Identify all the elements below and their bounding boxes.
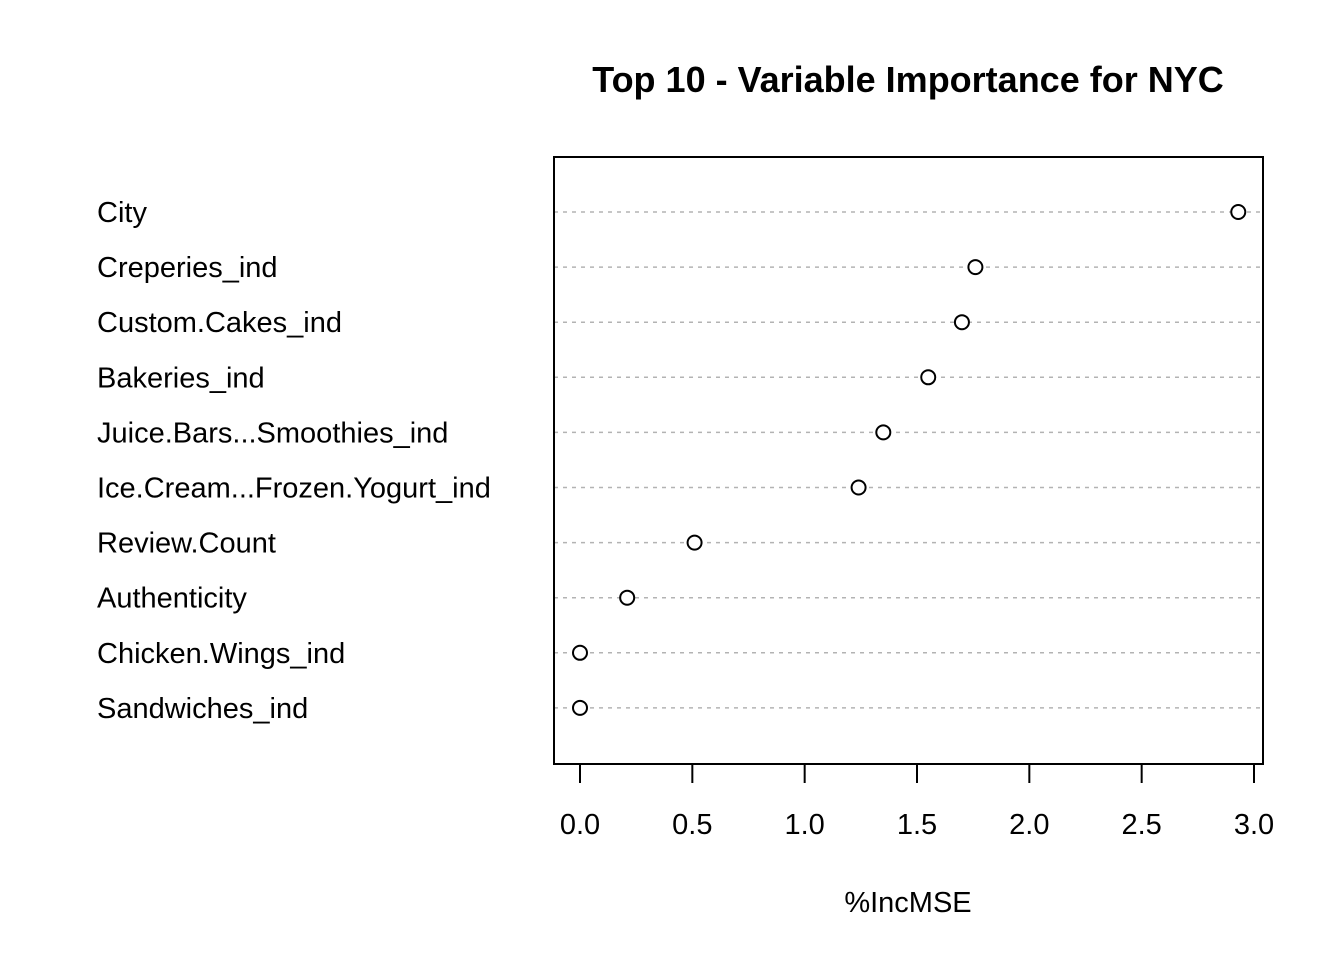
x-tick-label: 1.5	[897, 809, 937, 841]
x-tick-label: 1.0	[785, 809, 825, 841]
category-label: Ice.Cream...Frozen.Yogurt_ind	[97, 473, 491, 505]
data-point	[686, 534, 703, 551]
x-tick-label: 0.0	[560, 809, 600, 841]
chart-title: Top 10 - Variable Importance for NYC	[592, 59, 1223, 100]
x-axis-title: %IncMSE	[844, 887, 971, 919]
guide-lines	[554, 211, 1263, 709]
data-points	[572, 204, 1247, 716]
data-point	[572, 699, 588, 716]
data-point	[920, 369, 937, 386]
x-tick-label: 2.5	[1122, 809, 1162, 841]
plot-frame	[553, 156, 1264, 765]
data-point	[1230, 204, 1247, 220]
category-label: Custom.Cakes_ind	[97, 307, 342, 339]
data-point	[875, 424, 892, 441]
data-point	[850, 479, 867, 496]
x-tick-label: 3.0	[1234, 809, 1274, 841]
category-label: Juice.Bars...Smoothies_ind	[97, 417, 448, 449]
x-axis: 0.0 0.5 1.0 1.5 2.0 2.5 3.0	[560, 763, 1274, 841]
category-label: Bakeries_ind	[97, 362, 265, 394]
data-point	[619, 589, 636, 606]
data-point	[967, 259, 984, 276]
data-point	[572, 644, 588, 661]
category-label: Authenticity	[97, 583, 247, 615]
category-label: Sandwiches_ind	[97, 693, 308, 725]
category-label: Creperies_ind	[97, 252, 278, 284]
data-point	[953, 314, 970, 331]
category-label: City	[97, 197, 147, 229]
category-labels: City Creperies_ind Custom.Cakes_ind Bakerie…	[97, 197, 491, 725]
x-tick-label: 2.0	[1009, 809, 1049, 841]
category-label: Chicken.Wings_ind	[97, 638, 345, 670]
x-tick-label: 0.5	[672, 809, 712, 841]
category-label: Review.Count	[97, 528, 276, 560]
